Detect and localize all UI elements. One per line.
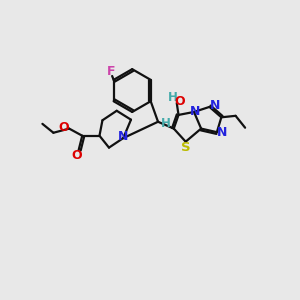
Text: O: O <box>174 95 185 108</box>
Text: S: S <box>181 140 190 154</box>
Text: N: N <box>210 99 220 112</box>
Text: H: H <box>168 91 178 103</box>
Text: N: N <box>217 126 227 139</box>
Text: N: N <box>189 105 200 118</box>
Text: F: F <box>107 65 116 78</box>
Text: O: O <box>72 149 83 162</box>
Text: H: H <box>160 117 170 130</box>
Text: O: O <box>58 121 69 134</box>
Text: N: N <box>118 130 128 143</box>
